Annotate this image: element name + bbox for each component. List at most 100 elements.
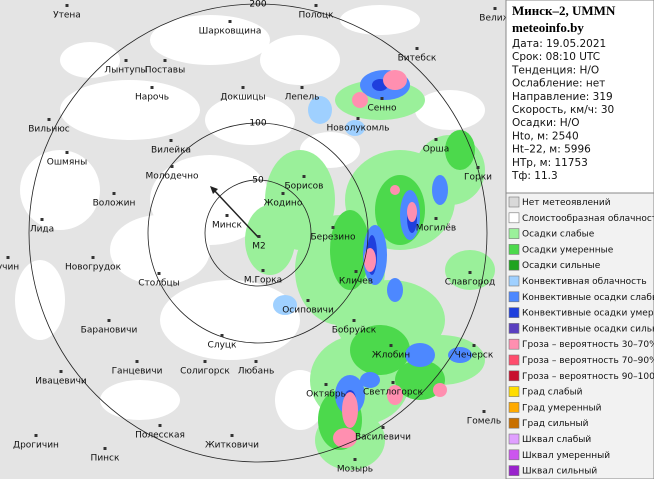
city-marker [415,47,419,50]
station-site: meteoinfo.by [512,20,584,35]
echo [100,380,180,420]
city-marker [228,20,232,23]
city-label: Березино [311,233,356,243]
city-marker [107,319,111,322]
echo [342,392,358,428]
echo [330,210,370,290]
range-label: 200 [249,0,266,10]
city-marker [220,334,224,337]
city-label: Шарковщина [199,27,262,37]
city-label: Жодино [264,199,303,209]
legend-label: Слоистообразная облачность [522,214,654,224]
range-rings: 200 100 50 [28,0,488,463]
echo [352,92,368,108]
legend-label: Шквал сильный [522,467,597,477]
info-line: НТр, м: 11753 [512,157,588,169]
city-marker [241,86,245,89]
city-label: Чечерск [455,351,494,361]
echo [405,343,435,367]
echo [350,325,410,375]
city-label: Кличев [339,277,373,287]
echo [360,372,380,388]
city-marker [476,166,480,169]
echo [260,35,340,85]
city-label: Утена [53,11,81,21]
info-line: Дата: 19.05.2021 [512,38,606,50]
city-label: М2 [252,242,266,252]
echo [60,42,120,78]
city-label: Орша [423,145,450,155]
city-label: Велиж [479,14,510,24]
city-marker [47,118,51,121]
legend-label: Шквал слабый [522,435,591,445]
city-label: Борисов [284,182,323,192]
echo [383,70,407,90]
legend-panel [505,192,654,479]
city-marker [230,434,234,437]
city-label: Воложин [93,199,136,209]
city-marker [434,217,438,220]
legend-swatch [508,417,520,429]
city-marker [391,381,395,384]
city-marker [302,175,306,178]
legend-label: Осадки сильные [522,261,601,271]
echo [433,383,447,397]
echo [390,185,400,195]
city-marker [324,383,328,386]
wind-arrow [211,187,259,238]
city-marker [314,4,318,7]
info-line: Hto, м: 2540 [512,130,579,142]
city-label: Горки [464,173,492,183]
city-label: Могилёв [416,224,456,234]
city-marker [170,165,174,168]
radar-echoes [15,5,495,470]
city-label: Ивацевичи [35,377,87,387]
city-label: Молодечно [146,172,199,182]
city-label: Столбцы [138,279,180,289]
info-line: Ослабление: нет [512,78,605,90]
legend-swatch [508,354,520,366]
legend-label: Осадки слабые [522,230,595,240]
legend-label: Конвективные осадки умерен. [522,309,654,319]
city-marker [203,360,207,363]
info-line: Тенденция: Н/О [511,64,599,76]
echo [345,120,365,136]
legend-swatch [508,307,520,318]
city-label: Лида [30,225,54,235]
range-label: 100 [249,119,266,129]
echo [160,280,300,360]
city-labels: Утена Полоцк Шарковщина Велиж Витебск Лынтупы… [0,4,511,475]
city-marker [281,192,285,195]
range-label: 50 [252,176,264,186]
city-marker [34,434,38,437]
city-label: Вилейка [151,146,191,156]
city-label: Докшицы [220,93,265,103]
city-label: М.Горка [244,276,282,286]
info-line: Осадки: Н/О [512,117,579,129]
range-ring [147,122,369,344]
legend: Нет метеоявлений Слоистообразная облачнос… [508,196,654,477]
legend-label: Нет метеоявлений [522,198,611,208]
info-line: Направление: 319 [512,91,613,103]
city-label: Житковичи [205,441,259,451]
echo [387,278,403,302]
city-label: Светлогорск [363,388,424,398]
wind-arrowhead [210,186,218,194]
city-label: Слуцк [208,341,237,351]
city-marker [169,139,173,142]
city-marker [356,117,360,120]
echo [407,202,417,222]
city-marker [65,4,69,7]
echo [60,80,200,140]
city-label: Лынтупы [104,66,147,76]
legend-label: Конвективные осадки сильные [522,324,654,334]
city-marker [6,256,10,259]
city-label: Любань [238,367,275,377]
city-label: Витебск [398,54,437,64]
city-marker [158,424,162,427]
city-marker [482,410,486,413]
city-marker [472,344,476,347]
echo [245,205,295,275]
